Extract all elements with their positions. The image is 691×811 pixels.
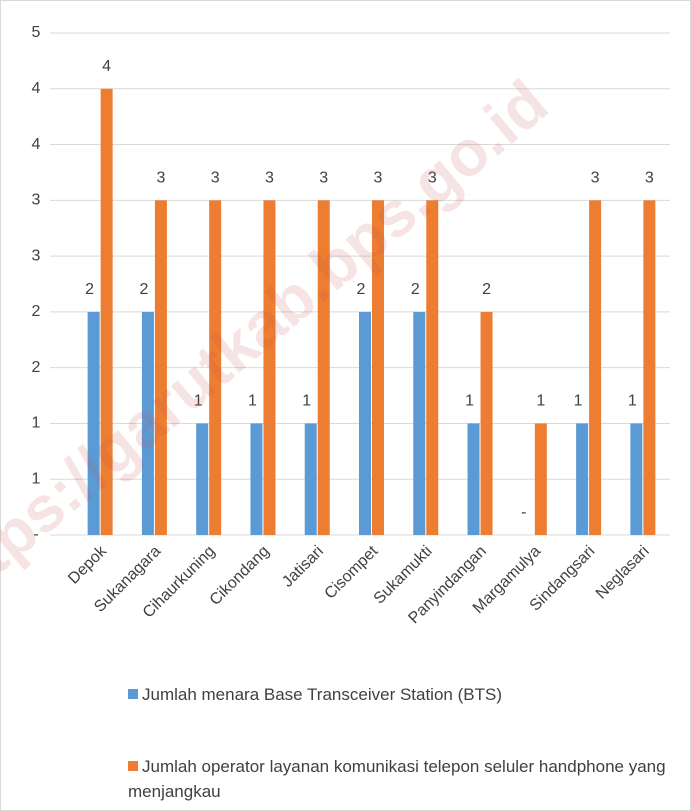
data-label: 3 [265,170,274,187]
legend-label: Jumlah menara Base Transceiver Station (… [142,685,502,704]
bar [196,423,209,535]
data-label: 1 [465,393,474,410]
bar [576,423,589,535]
bar [209,200,222,536]
x-tick-label: Cikondang [207,543,273,609]
legend-swatch [128,689,138,699]
x-tick-label: Jatisari [279,543,327,591]
legend-entry: Jumlah menara Base Transceiver Station (… [128,682,668,707]
y-tick-label: 3 [32,192,41,209]
bar [467,423,480,535]
y-tick-label: - [33,526,38,543]
bar [87,311,100,535]
data-label: 2 [139,281,148,298]
data-label: 1 [574,393,583,410]
data-label: 3 [319,170,328,187]
data-label: 1 [302,393,311,410]
data-label: 3 [645,170,654,187]
bar [263,200,276,536]
y-tick-label: 4 [32,80,41,97]
y-tick-label: 1 [32,415,41,432]
bar [589,200,602,536]
data-label: 1 [194,393,203,410]
y-tick-label: 4 [32,136,41,153]
y-tick-label: 2 [32,303,41,320]
watermark: https://garutkab.bps.go.id [0,66,561,626]
legend-label: Jumlah operator layanan komunikasi telep… [128,757,666,801]
bar [643,200,656,536]
bar [534,423,547,535]
data-label: 2 [85,281,94,298]
data-label: - [521,504,526,521]
data-label: 4 [102,58,111,75]
bar [413,311,426,535]
legend-swatch [128,761,138,771]
bar [630,423,643,535]
y-tick-label: 2 [32,359,41,376]
bar [154,200,167,536]
bar [250,423,263,535]
data-label: 3 [591,170,600,187]
bar [480,311,493,535]
data-label: 1 [248,393,257,410]
data-label: 3 [428,170,437,187]
bar [100,88,113,536]
bar [372,200,384,536]
bar [317,200,330,536]
y-tick-label: 1 [32,470,41,487]
y-tick-label: 3 [32,247,41,264]
x-tick-label: Neglasari [593,543,653,603]
bar [426,200,439,536]
data-label: 3 [156,170,165,187]
data-label: 2 [357,281,366,298]
legend-entry: Jumlah operator layanan komunikasi telep… [128,754,668,804]
data-label: 2 [482,281,491,298]
bar [359,311,371,535]
x-tick-label: Depok [65,542,110,587]
data-label: 3 [374,170,383,187]
y-tick-label: 5 [32,24,41,41]
data-label: 1 [628,393,637,410]
bar [304,423,317,535]
bar [141,311,154,535]
data-label: 1 [536,393,545,410]
data-label: 2 [411,281,420,298]
data-label: 3 [211,170,220,187]
